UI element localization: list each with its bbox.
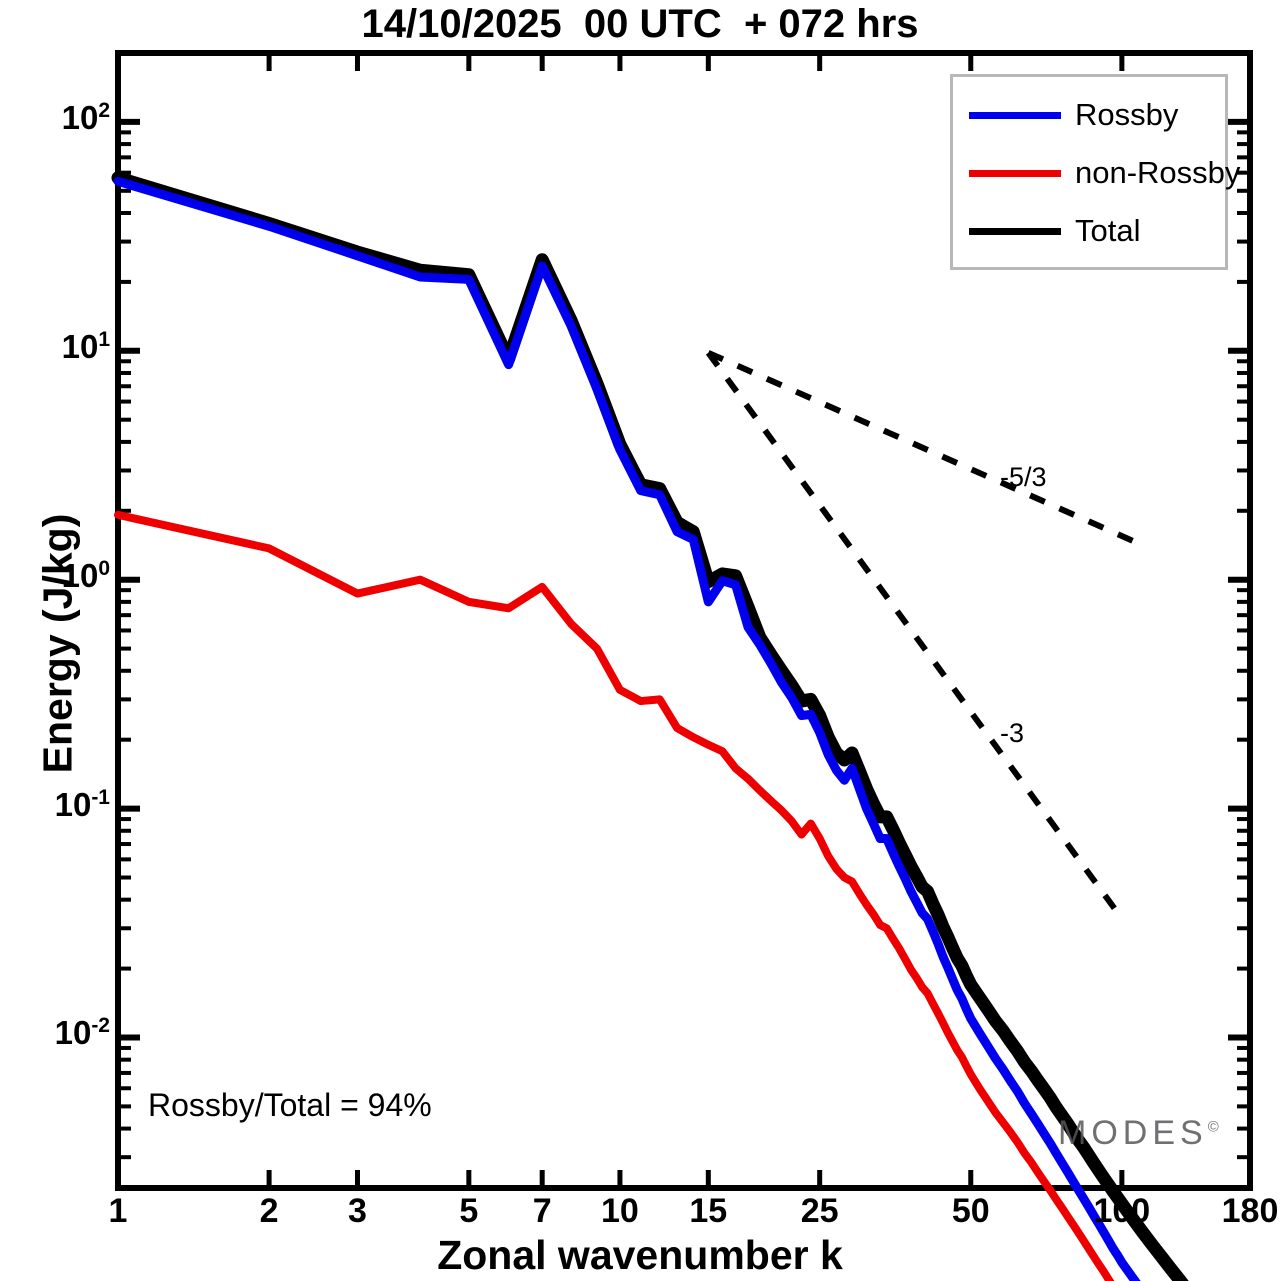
reference-slope-lines	[705, 350, 1134, 921]
legend-label-rossby: Rossby	[1075, 97, 1179, 132]
data-series-lines	[111, 171, 1189, 1281]
y-tick-value: 10-1	[54, 785, 110, 823]
slope-3-label: -3	[1000, 718, 1025, 748]
axis-ticks	[115, 51, 1253, 1188]
x-tick-label: 100	[1093, 1192, 1151, 1230]
slope-5-3-label: -5/3	[1000, 462, 1047, 492]
slope-line-0	[707, 350, 1134, 544]
legend-label-non-rossby: non-Rossby	[1075, 155, 1241, 190]
legend-item-non-rossby: non-Rossby	[953, 145, 1240, 201]
modes-watermark: MODES©	[1058, 1114, 1219, 1153]
slope-line-1	[705, 351, 1125, 921]
legend-swatch-rossby	[969, 111, 1061, 119]
x-tick-label: 50	[951, 1192, 990, 1230]
axes-frame	[115, 50, 1253, 1191]
x-tick-label: 2	[259, 1192, 279, 1230]
series-line-rossby	[113, 176, 1141, 1281]
y-tick-value: 100	[61, 556, 110, 594]
x-axis-label: Zonal wavenumber k	[437, 1232, 843, 1278]
legend-swatch-non-rossby	[969, 169, 1061, 177]
x-tick-label: 15	[689, 1192, 728, 1230]
watermark-text: MODES	[1058, 1114, 1208, 1152]
legend: Rossby non-Rossby Total	[950, 74, 1240, 270]
x-tick-label: 7	[532, 1192, 552, 1230]
x-tick-label: 1	[108, 1192, 128, 1230]
legend-item-total: Total	[953, 203, 1225, 259]
y-tick-value: 101	[61, 327, 110, 365]
x-tick-label: 180	[1221, 1192, 1279, 1230]
legend-swatch-total	[969, 227, 1061, 235]
legend-label-total: Total	[1075, 213, 1141, 248]
legend-item-rossby: Rossby	[953, 87, 1225, 143]
x-tick-label: 5	[459, 1192, 479, 1230]
rossby-total-ratio-label: Rossby/Total = 94%	[148, 1087, 432, 1123]
x-tick-label: 3	[348, 1192, 367, 1230]
x-tick-label: 10	[601, 1192, 639, 1230]
watermark-copyright: ©	[1207, 1118, 1219, 1136]
y-axis-label: Energy (J/kg)	[34, 513, 81, 774]
x-tick-label: 25	[800, 1192, 839, 1230]
series-line-non-rossby	[114, 510, 1115, 1281]
page-title: 14/10/2025 00 UTC + 072 hrs	[361, 2, 919, 46]
y-tick-value: 102	[61, 98, 110, 136]
y-tick-value: 10-2	[54, 1014, 110, 1052]
